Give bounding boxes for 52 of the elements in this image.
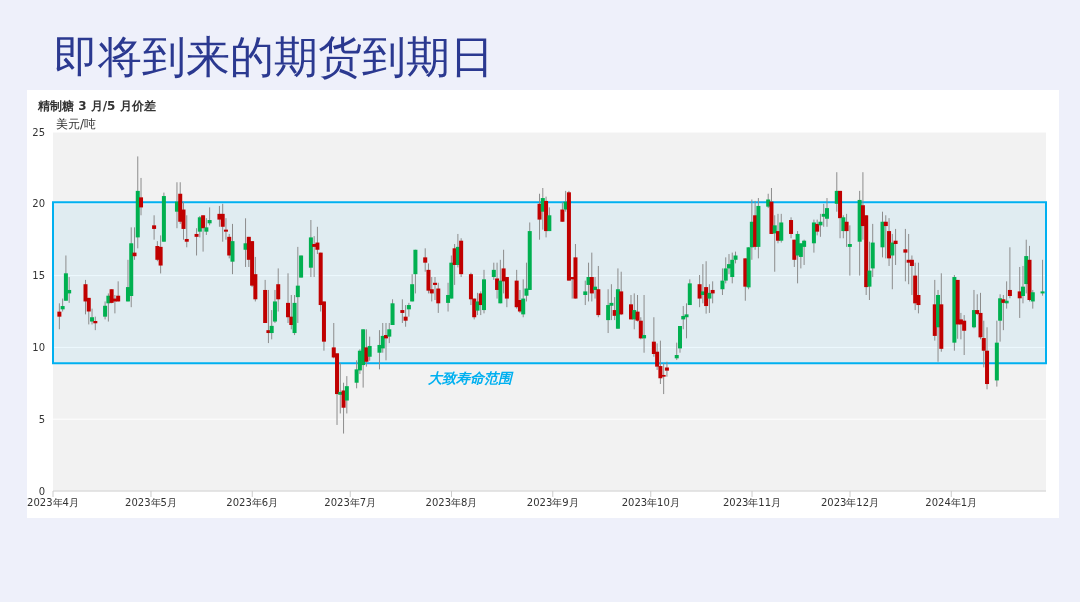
candlestick [152,214,157,241]
candlestick [661,362,666,395]
candlestick [220,203,225,243]
x-tick-label: 2023年6月 [226,497,279,509]
candlestick [998,293,1003,343]
candlestick [704,260,709,315]
y-tick-label: 0 [38,485,45,497]
x-tick-label: 2023年12月 [820,497,880,509]
candlestick [824,197,829,228]
candlestick [589,252,594,302]
candlestick [364,328,369,368]
y-tick-label: 25 [32,126,45,138]
x-tick-label: 2023年4月 [27,497,79,509]
x-tick-label: 2023年11月 [722,497,782,509]
y-tick-label: 10 [32,341,45,353]
candlestick [83,279,88,315]
x-tick-label: 2023年10月 [621,497,680,509]
y-tick-label: 20 [32,198,45,210]
candlestick [802,239,807,266]
x-tick-label: 2023年8月 [425,497,478,509]
candlestick [642,294,647,354]
candlestick [139,177,144,216]
candlestick [217,205,222,228]
candlestick [230,223,235,275]
chart-title: 即将到来的期货到期日 [54,30,494,84]
y-tick-label: 5 [38,413,45,425]
candlestick [772,214,777,273]
candlestick [158,234,163,274]
candlestick [789,216,794,239]
candlestick [606,288,611,334]
candlestick [707,283,712,314]
x-tick-label: 2023年7月 [324,497,377,509]
candlestick [57,302,62,330]
band-label: 大致寿命范围 [428,370,515,387]
candlestick [962,314,967,356]
candlestick [400,298,405,324]
candlestick [266,289,271,344]
candlestick [890,233,895,290]
candlestick [971,289,976,329]
candlestick [410,273,415,302]
candlestick [632,292,637,330]
chart-subtitle: 精制糖 3 月/5 月价差 [38,98,156,115]
candlestick [903,228,908,282]
candlestick [475,292,480,316]
x-tick-label: 2023年9月 [526,497,579,509]
y-tick-label: 15 [32,270,45,282]
x-tick-label: 2024年1月 [925,497,978,509]
candlestick [1040,259,1045,297]
candlestick [779,213,784,244]
y-axis-title: 美元/吨 [56,116,97,133]
x-tick-label: 2023年5月 [125,497,177,509]
candlestick [619,271,624,316]
